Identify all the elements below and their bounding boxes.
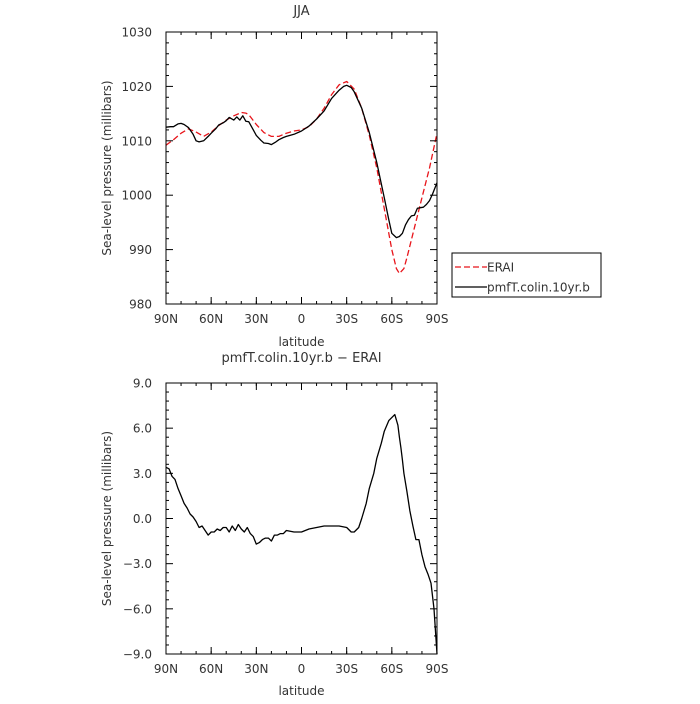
y-tick-label: 0.0 — [133, 512, 152, 526]
y-axis-label: Sea-level pressure (millibars) — [100, 80, 114, 255]
chart-panel-2: 90N 60N 30N 0 30S 60S 90S −9.0 −6.0 −3.0 0.0 3.0 6.0… — [100, 351, 448, 698]
legend-label: pmfT.colin.10yr.b — [487, 281, 590, 295]
chart-title: JJA — [292, 4, 309, 19]
x-tick-label: 30N — [244, 662, 268, 676]
y-tick-label: 1030 — [121, 26, 152, 40]
x-tick-label: 30N — [244, 312, 268, 326]
y-tick-label: 990 — [129, 243, 152, 257]
y-tick-label: 6.0 — [133, 422, 152, 436]
legend-box — [451, 252, 602, 298]
chart-panel-1: 90N 60N 30N 0 30S 60S 90S 980 990 1000 1010 1020 103… — [100, 4, 602, 349]
x-tick-label: 90N — [154, 312, 178, 326]
legend-label: ERAI — [487, 261, 514, 275]
y-tick-label: 1000 — [121, 189, 152, 203]
x-tick-label: 60S — [380, 312, 403, 326]
y-tick-label: −3.0 — [123, 557, 152, 571]
x-tick-label: 90S — [426, 312, 449, 326]
x-tick-label: 0 — [298, 312, 306, 326]
y-tick-label: 9.0 — [133, 377, 152, 391]
plot-frame — [165, 382, 438, 655]
x-tick-label: 60N — [199, 662, 223, 676]
legend: ERAI pmfT.colin.10yr.b — [451, 252, 602, 298]
x-tick-label: 90N — [154, 662, 178, 676]
x-axis-label: latitude — [278, 335, 324, 349]
y-axis-label: Sea-level pressure (millibars) — [100, 431, 114, 606]
series-line-erai — [165, 80, 438, 275]
series-line-difference — [165, 413, 438, 655]
y-tick-label: 3.0 — [133, 467, 152, 481]
x-tick-label: 30S — [335, 662, 358, 676]
x-tick-label: 0 — [298, 662, 306, 676]
y-tick-label: −9.0 — [123, 648, 152, 662]
plot-frame — [165, 31, 438, 305]
y-tick-label: 980 — [129, 298, 152, 312]
series-line-pmft-colin-10yr-b — [165, 84, 438, 239]
chart-title: pmfT.colin.10yr.b − ERAI — [221, 351, 381, 366]
x-tick-label: 30S — [335, 312, 358, 326]
y-tick-label: 1010 — [121, 134, 152, 148]
y-tick-label: −6.0 — [123, 602, 152, 616]
x-axis-label: latitude — [278, 684, 324, 698]
x-tick-label: 90S — [426, 662, 449, 676]
x-tick-label: 60S — [380, 662, 403, 676]
x-tick-label: 60N — [199, 312, 223, 326]
y-tick-label: 1020 — [121, 80, 152, 94]
